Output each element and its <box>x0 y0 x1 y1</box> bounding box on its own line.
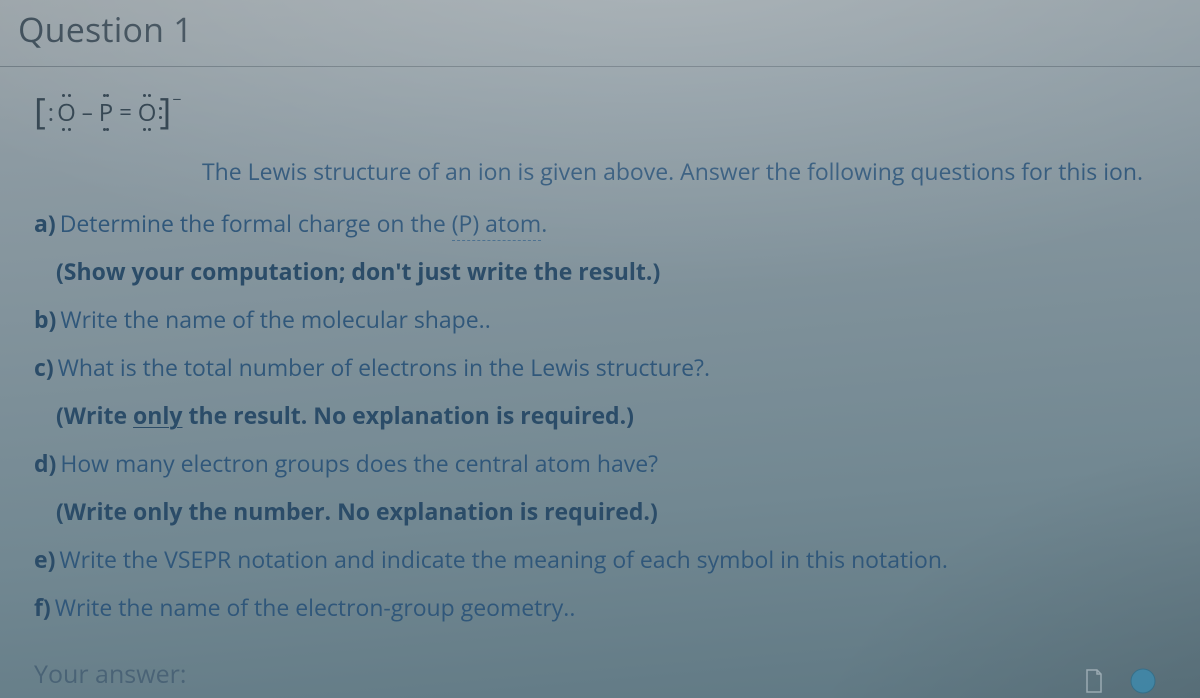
label-f: f) <box>34 591 51 623</box>
label-d: d) <box>34 447 56 479</box>
bottom-tray <box>1084 666 1158 696</box>
q-a-before: Determine the formal charge on the <box>60 207 452 239</box>
question-d: d)How many electron groups does the cent… <box>34 447 1166 479</box>
lewis-formula: : O – P = O <box>48 97 158 129</box>
note-a: (Show your computation; don't just write… <box>34 255 1166 287</box>
note-d: (Write only the number. No explanation i… <box>34 495 1166 527</box>
question-e: e)Write the VSEPR notation and indicate … <box>34 543 1166 575</box>
note-c: (Write only the result. No explanation i… <box>34 399 1166 431</box>
bracket-left: [ <box>34 93 46 129</box>
atom-o-left: O <box>56 97 77 129</box>
note-c-underline: only <box>133 399 182 431</box>
question-body: [ : O – P = O ] − The Lewis s <box>0 67 1200 698</box>
bond-double: = <box>116 96 135 128</box>
bracket-right: ] <box>159 93 171 129</box>
question-number: Question 1 <box>18 6 1182 52</box>
document-icon <box>1084 669 1104 693</box>
note-c-before: (Write <box>56 399 133 431</box>
question-b: b)Write the name of the molecular shape.… <box>34 303 1166 335</box>
q-e-text: Write the VSEPR notation and indicate th… <box>59 543 948 575</box>
question-c: c)What is the total number of electrons … <box>34 351 1166 383</box>
lewis-structure: [ : O – P = O ] − <box>34 97 181 133</box>
q-f-text: Write the name of the electron-group geo… <box>55 591 576 623</box>
label-c: c) <box>34 351 54 383</box>
question-header: Question 1 <box>0 0 1200 66</box>
question-f: f)Write the name of the electron-group g… <box>34 591 1166 623</box>
question-a: a)Determine the formal charge on the (P)… <box>34 207 1166 239</box>
label-e: e) <box>34 543 55 575</box>
q-a-after: . <box>541 207 547 239</box>
label-a: a) <box>34 207 56 239</box>
q-b-text: Write the name of the molecular shape.. <box>60 303 490 335</box>
q-d-text: How many electron groups does the centra… <box>60 447 658 479</box>
atom-o-right: O <box>137 97 158 129</box>
atom-p-center: P <box>98 97 114 129</box>
answer-label: Your answer: <box>34 657 1166 691</box>
q-a-dashed: (P) atom <box>452 207 541 241</box>
lead-lone-pair: : <box>48 97 52 129</box>
note-c-after: the result. No explanation is required.) <box>183 399 634 431</box>
label-b: b) <box>34 303 56 335</box>
bond-single: – <box>79 96 96 128</box>
q-c-text: What is the total number of electrons in… <box>58 351 710 383</box>
charge-superscript: − <box>172 91 181 107</box>
circle-icon <box>1128 666 1158 696</box>
intro-text: The Lewis structure of an ion is given a… <box>34 155 1166 187</box>
